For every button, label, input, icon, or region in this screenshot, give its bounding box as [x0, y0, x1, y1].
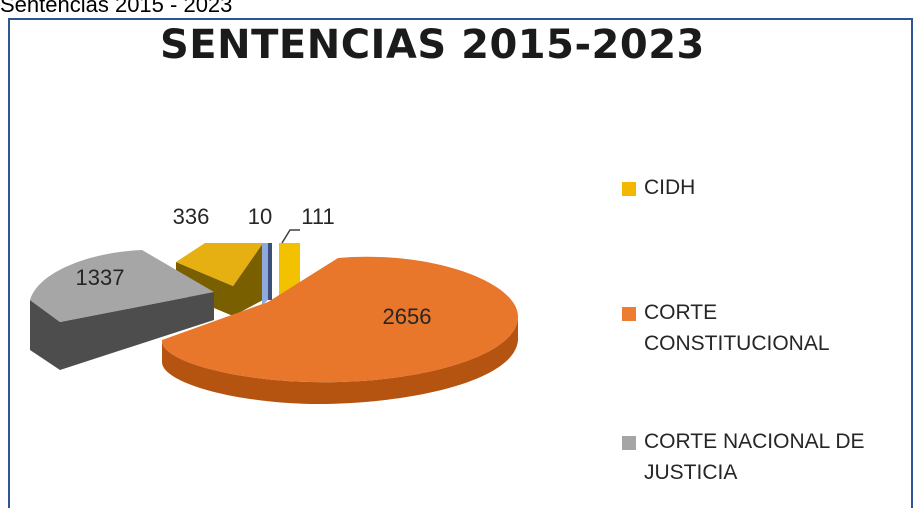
legend-label-corte-constitucional-line2: CONSTITUCIONAL	[644, 332, 830, 355]
pie-slice-depth-2656	[161, 318, 518, 405]
pie-chart: 336 10 111 2656 1337	[30, 204, 519, 405]
pie-slice-top-336	[176, 243, 263, 286]
pie-slice-depth-1337	[60, 292, 214, 370]
pie-slice-2656	[161, 256, 519, 405]
pie-slice-top-2656	[161, 256, 519, 383]
page-caption: Sentencias 2015 - 2023	[0, 0, 233, 17]
pie-slice-top-10	[262, 243, 268, 305]
chart-frame	[8, 18, 913, 508]
data-label-336: 336	[173, 204, 210, 229]
data-label-2656: 2656	[383, 304, 432, 329]
legend-label-corte-nacional-line2: JUSTICIA	[644, 461, 738, 484]
pie-slice-side-1337	[30, 300, 60, 370]
data-label-1337: 1337	[76, 265, 125, 290]
pie-slice-side-336	[233, 243, 263, 316]
legend-label-corte-nacional-line1: CORTE NACIONAL DE	[644, 430, 865, 453]
legend-label-cidh: CIDH	[644, 176, 696, 199]
chart-title: SENTENCIAS 2015-2023	[160, 22, 705, 68]
pie-slice-top-1337	[30, 250, 214, 322]
pie-slice-10	[262, 243, 272, 305]
data-label-10: 10	[248, 204, 272, 229]
pie-slice-1337	[30, 250, 214, 370]
legend-swatch-cidh	[622, 182, 636, 196]
data-label-111: 111	[301, 204, 334, 229]
pie-slice-depth-10	[268, 243, 272, 300]
legend-swatch-corte-nacional	[622, 436, 636, 450]
legend-label-corte-constitucional-line1: CORTE	[644, 301, 718, 324]
leader-line-111	[281, 229, 300, 244]
legend-swatch-corte-constitucional	[622, 307, 636, 321]
